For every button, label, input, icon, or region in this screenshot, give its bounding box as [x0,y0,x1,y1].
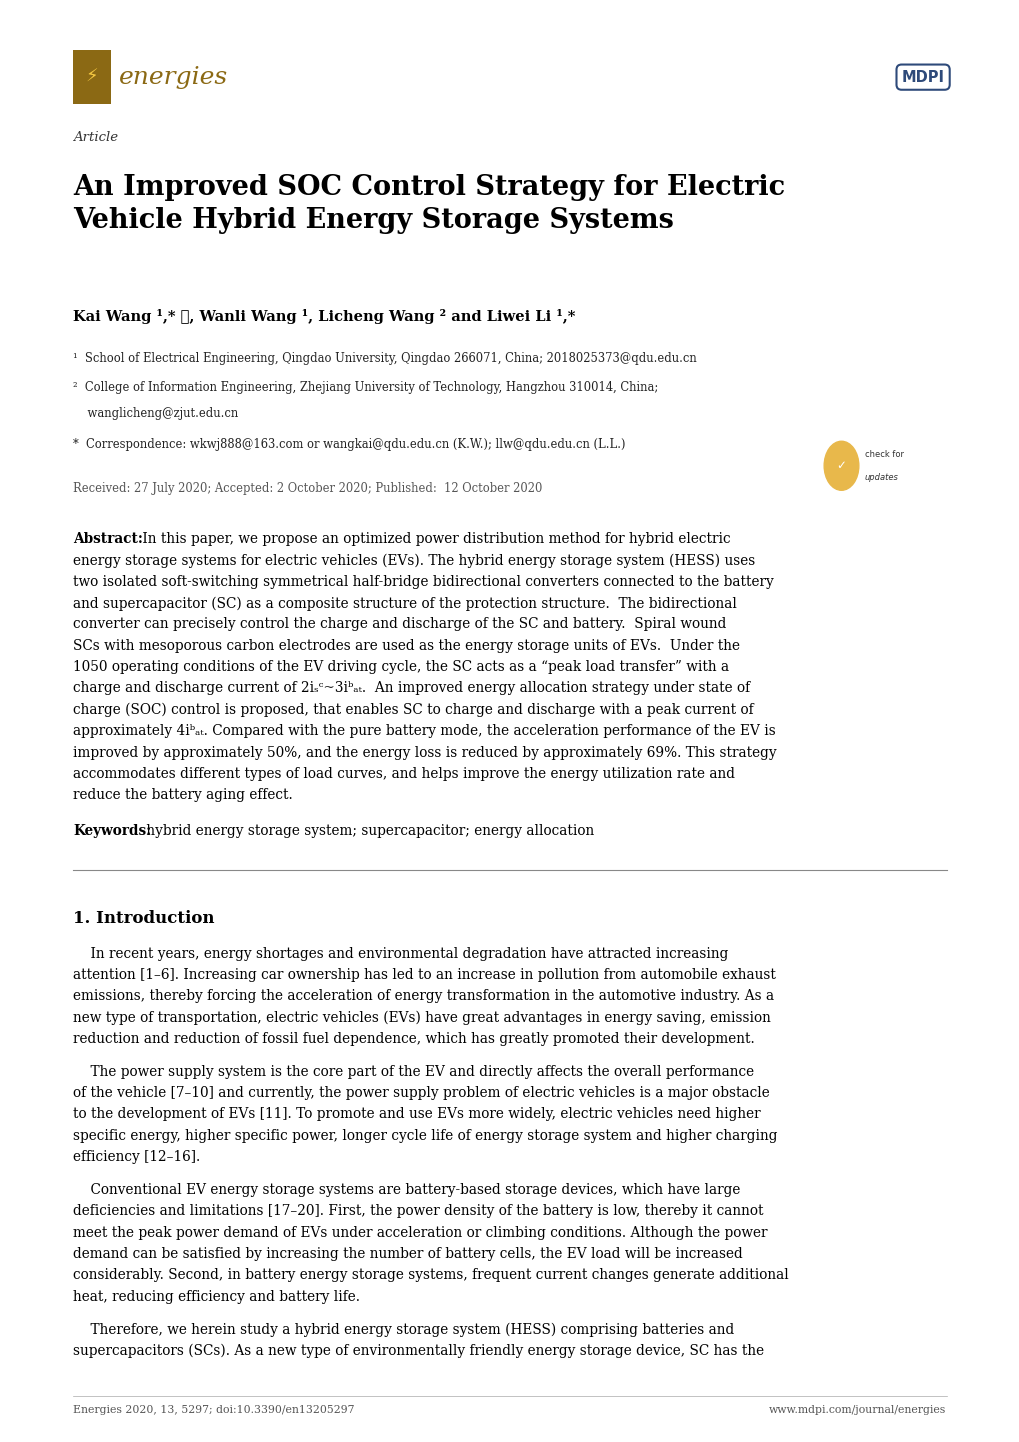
Text: supercapacitors (SCs). As a new type of environmentally friendly energy storage : supercapacitors (SCs). As a new type of … [73,1344,764,1358]
Text: Kai Wang ¹,* ⓘ, Wanli Wang ¹, Licheng Wang ² and Liwei Li ¹,*: Kai Wang ¹,* ⓘ, Wanli Wang ¹, Licheng Wa… [73,309,576,323]
Text: reduction and reduction of fossil fuel dependence, which has greatly promoted th: reduction and reduction of fossil fuel d… [73,1032,754,1045]
Text: meet the peak power demand of EVs under acceleration or climbing conditions. Alt: meet the peak power demand of EVs under … [73,1226,767,1240]
Text: updates: updates [864,473,898,482]
Text: Therefore, we herein study a hybrid energy storage system (HESS) comprising batt: Therefore, we herein study a hybrid ener… [73,1322,734,1337]
Text: Energies 2020, 13, 5297; doi:10.3390/en13205297: Energies 2020, 13, 5297; doi:10.3390/en1… [73,1406,355,1415]
Text: *  Correspondence: wkwj888@163.com or wangkai@qdu.edu.cn (K.W.); llw@qdu.edu.cn : * Correspondence: wkwj888@163.com or wan… [73,438,626,451]
Text: ²  College of Information Engineering, Zhejiang University of Technology, Hangzh: ² College of Information Engineering, Zh… [73,381,658,394]
Text: Abstract:: Abstract: [73,532,144,547]
Text: An Improved SOC Control Strategy for Electric
Vehicle Hybrid Energy Storage Syst: An Improved SOC Control Strategy for Ele… [73,174,785,234]
Text: energy storage systems for electric vehicles (EVs). The hybrid energy storage sy: energy storage systems for electric vehi… [73,554,755,568]
Text: of the vehicle [7–10] and currently, the power supply problem of electric vehicl: of the vehicle [7–10] and currently, the… [73,1086,769,1100]
Text: The power supply system is the core part of the EV and directly affects the over: The power supply system is the core part… [73,1064,754,1079]
Text: In recent years, energy shortages and environmental degradation have attracted i: In recent years, energy shortages and en… [73,946,729,960]
Text: to the development of EVs [11]. To promote and use EVs more widely, electric veh: to the development of EVs [11]. To promo… [73,1107,760,1122]
Text: In this paper, we propose an optimized power distribution method for hybrid elec: In this paper, we propose an optimized p… [138,532,730,547]
Text: SCs with mesoporous carbon electrodes are used as the energy storage units of EV: SCs with mesoporous carbon electrodes ar… [73,639,740,653]
Text: ⚡: ⚡ [86,68,99,87]
Text: new type of transportation, electric vehicles (EVs) have great advantages in ene: new type of transportation, electric veh… [73,1011,770,1025]
Text: www.mdpi.com/journal/energies: www.mdpi.com/journal/energies [768,1406,946,1415]
Text: specific energy, higher specific power, longer cycle life of energy storage syst: specific energy, higher specific power, … [73,1129,777,1144]
Text: Keywords:: Keywords: [73,823,152,838]
Text: ¹  School of Electrical Engineering, Qingdao University, Qingdao 266071, China; : ¹ School of Electrical Engineering, Qing… [73,352,697,365]
Text: two isolated soft-switching symmetrical half-bridge bidirectional converters con: two isolated soft-switching symmetrical … [73,575,773,588]
Text: 1. Introduction: 1. Introduction [73,910,215,927]
Text: efficiency [12–16].: efficiency [12–16]. [73,1151,201,1164]
Text: and supercapacitor (SC) as a composite structure of the protection structure.  T: and supercapacitor (SC) as a composite s… [73,596,737,610]
Text: reduce the battery aging effect.: reduce the battery aging effect. [73,789,292,802]
FancyBboxPatch shape [73,50,111,104]
Text: Conventional EV energy storage systems are battery-based storage devices, which : Conventional EV energy storage systems a… [73,1182,740,1197]
Text: 1050 operating conditions of the EV driving cycle, the SC acts as a “peak load t: 1050 operating conditions of the EV driv… [73,660,729,675]
Text: wanglicheng@zjut.edu.cn: wanglicheng@zjut.edu.cn [73,407,238,420]
Text: check for: check for [864,450,903,459]
Text: emissions, thereby forcing the acceleration of energy transformation in the auto: emissions, thereby forcing the accelerat… [73,989,773,1004]
Text: ✓: ✓ [836,459,846,473]
Text: attention [1–6]. Increasing car ownership has led to an increase in pollution fr: attention [1–6]. Increasing car ownershi… [73,968,775,982]
Text: approximately 4iᵇₐₜ. Compared with the pure battery mode, the acceleration perfo: approximately 4iᵇₐₜ. Compared with the p… [73,724,775,738]
Text: charge and discharge current of 2iₛᶜ~3iᵇₐₜ.  An improved energy allocation strat: charge and discharge current of 2iₛᶜ~3iᵇ… [73,682,750,695]
Text: deficiencies and limitations [17–20]. First, the power density of the battery is: deficiencies and limitations [17–20]. Fi… [73,1204,763,1218]
Text: Received: 27 July 2020; Accepted: 2 October 2020; Published:  12 October 2020: Received: 27 July 2020; Accepted: 2 Octo… [73,482,542,495]
Text: MDPI: MDPI [901,69,944,85]
Text: heat, reducing efficiency and battery life.: heat, reducing efficiency and battery li… [73,1289,360,1304]
Text: considerably. Second, in battery energy storage systems, frequent current change: considerably. Second, in battery energy … [73,1269,789,1282]
Text: charge (SOC) control is proposed, that enables SC to charge and discharge with a: charge (SOC) control is proposed, that e… [73,702,753,717]
Text: hybrid energy storage system; supercapacitor; energy allocation: hybrid energy storage system; supercapac… [142,823,593,838]
Text: demand can be satisfied by increasing the number of battery cells, the EV load w: demand can be satisfied by increasing th… [73,1247,743,1262]
Text: converter can precisely control the charge and discharge of the SC and battery. : converter can precisely control the char… [73,617,727,632]
Text: Article: Article [73,131,118,144]
Text: accommodates different types of load curves, and helps improve the energy utiliz: accommodates different types of load cur… [73,767,735,782]
Text: improved by approximately 50%, and the energy loss is reduced by approximately 6: improved by approximately 50%, and the e… [73,746,776,760]
Text: energies: energies [119,66,228,88]
Circle shape [823,441,858,490]
